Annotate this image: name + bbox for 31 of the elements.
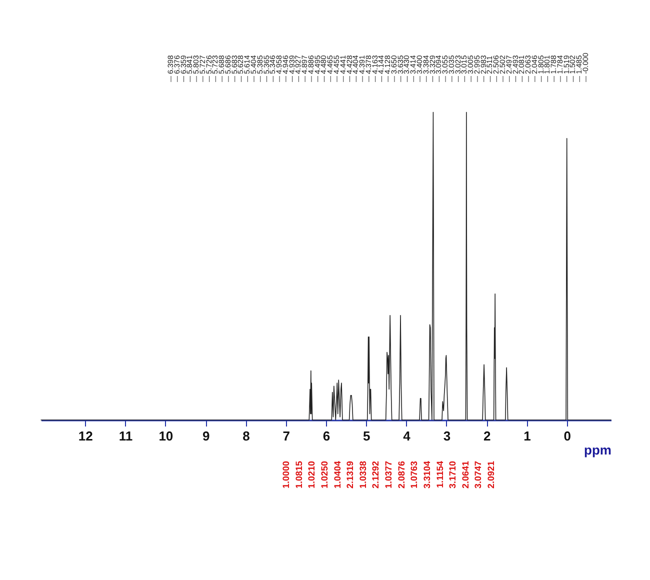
text: 2.0921 xyxy=(486,461,496,489)
x-tick-label: 8 xyxy=(242,428,250,444)
text: 1.0763 xyxy=(409,461,420,489)
x-tick-label: 6 xyxy=(322,428,330,444)
text: 3.3104 xyxy=(422,461,432,489)
x-tick-label: 1 xyxy=(524,428,531,444)
text: 1.0000 xyxy=(281,461,291,489)
text: 2.1292 xyxy=(370,461,381,489)
x-axis-title: ppm xyxy=(584,442,612,458)
x-tick-label: 3 xyxy=(443,428,451,444)
text: 1.0377 xyxy=(384,461,394,489)
text: 1.0815 xyxy=(294,461,304,489)
text: 2.0876 xyxy=(396,461,406,489)
text: 3.0747 xyxy=(473,461,484,489)
text: 2.0641 xyxy=(460,461,470,489)
x-tick-label: 4 xyxy=(403,428,412,444)
x-tick-label: 11 xyxy=(118,428,133,444)
text: 1.0338 xyxy=(358,461,368,489)
x-tick-label: 7 xyxy=(282,428,290,444)
text: 1.0404 xyxy=(332,461,342,489)
text: 3.1710 xyxy=(448,461,458,489)
text: 1.0210 xyxy=(306,461,317,489)
x-tick-label: 0 xyxy=(564,428,571,444)
x-tick-label: 5 xyxy=(363,428,370,444)
x-tick-label: 10 xyxy=(158,428,174,444)
x-tick-label: 9 xyxy=(202,428,210,444)
x-tick-label: 2 xyxy=(483,428,491,444)
text: 1.0250 xyxy=(319,461,330,489)
text: 2.1319 xyxy=(345,461,356,489)
text: 1.1154 xyxy=(434,461,445,488)
x-tick-label: 12 xyxy=(78,428,93,444)
